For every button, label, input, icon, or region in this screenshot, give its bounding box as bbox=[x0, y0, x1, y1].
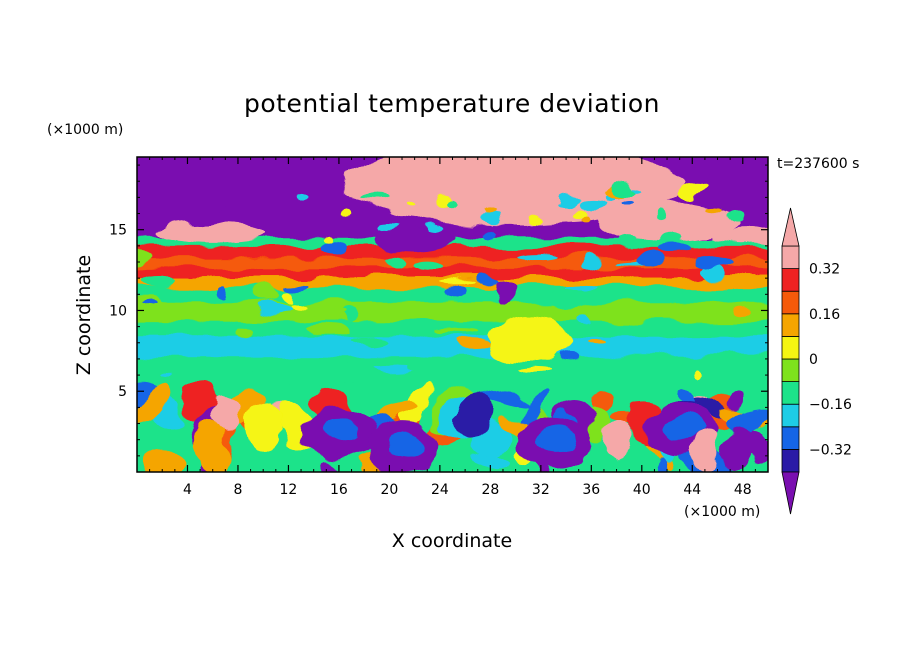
colorbar-swatch bbox=[781, 245, 800, 270]
x-tick-label: 24 bbox=[431, 482, 449, 498]
y-axis-ticks: 5 10 15 bbox=[109, 164, 768, 457]
y-axis-unit: (×1000 m) bbox=[47, 122, 123, 138]
colorbar-tick-label: 0.16 bbox=[809, 307, 840, 323]
x-tick-label: 16 bbox=[330, 482, 348, 498]
colorbar-swatch bbox=[781, 381, 800, 405]
x-tick-label: 8 bbox=[233, 482, 242, 498]
x-tick-label: 20 bbox=[380, 482, 398, 498]
colorbar-min-arrow bbox=[781, 471, 800, 515]
x-tick-label: 40 bbox=[633, 482, 651, 498]
time-label: t=237600 s bbox=[777, 156, 859, 172]
colorbar-swatch bbox=[781, 358, 800, 383]
colorbar-tick-label: 0.32 bbox=[809, 262, 840, 278]
x-tick-label: 48 bbox=[734, 482, 752, 498]
colorbar: 0.32 0.16 0 −0.16 −0.32 bbox=[781, 207, 852, 515]
x-tick-label: 12 bbox=[280, 482, 298, 498]
colorbar-swatch bbox=[781, 403, 800, 428]
colorbar-swatch bbox=[781, 448, 800, 473]
y-tick-label: 15 bbox=[109, 223, 127, 239]
x-tick-label: 36 bbox=[582, 482, 600, 498]
colorbar-swatch bbox=[781, 313, 800, 337]
colorbar-tick-label: −0.16 bbox=[809, 397, 852, 413]
x-tick-label: 4 bbox=[183, 482, 192, 498]
chart-title: potential temperature deviation bbox=[244, 89, 660, 118]
y-axis-label: Z coordinate bbox=[73, 255, 95, 375]
contour-field bbox=[137, 157, 768, 472]
x-axis-label: X coordinate bbox=[392, 530, 512, 552]
colorbar-swatch bbox=[781, 426, 800, 450]
x-tick-label: 28 bbox=[481, 482, 499, 498]
colorbar-tick-label: −0.32 bbox=[809, 442, 852, 458]
colorbar-swatch bbox=[781, 268, 800, 292]
x-axis-ticks: 4 8 12 16 20 24 28 32 36 40 44 48 bbox=[149, 157, 756, 498]
x-axis-unit: (×1000 m) bbox=[684, 504, 760, 520]
x-tick-label: 32 bbox=[532, 482, 550, 498]
colorbar-tick-label: 0 bbox=[809, 352, 818, 368]
x-tick-label: 44 bbox=[683, 482, 701, 498]
colorbar-swatch bbox=[781, 290, 800, 315]
colorbar-swatch bbox=[781, 335, 800, 360]
y-tick-label: 5 bbox=[118, 384, 127, 400]
plot-area bbox=[137, 157, 768, 472]
colorbar-max-arrow bbox=[781, 207, 800, 247]
y-tick-label: 10 bbox=[109, 303, 127, 319]
